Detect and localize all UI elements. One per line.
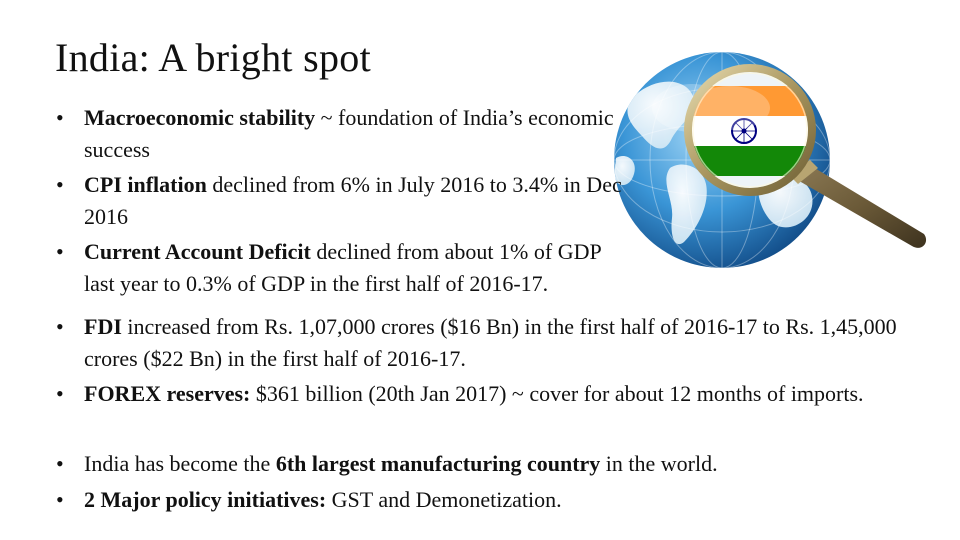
- bullet-marker: •: [56, 381, 64, 406]
- bullet-marker: •: [56, 105, 64, 130]
- bullet-current-account-deficit: • Current Account Deficit declined from a…: [56, 236, 624, 299]
- bullet-bold: Current Account Deficit: [84, 239, 311, 264]
- bullet-text: declined from 6% in July 2016 to 3.4% in…: [84, 172, 622, 229]
- bullet-text: GST and Demonetization.: [326, 487, 562, 512]
- bullet-text: increased from Rs. 1,07,000 crores ($16 …: [84, 314, 897, 371]
- bullet-text: ~ foundation of India’s economic success: [84, 105, 614, 162]
- bullet-bold: Macroeconomic stability: [84, 105, 316, 130]
- globe-magnifier-india-flag-icon: [614, 52, 927, 268]
- bullet-marker: •: [56, 487, 64, 512]
- bullet-text: declined from about 1% of GDP last year …: [84, 239, 601, 296]
- bullet-bold: FOREX reserves:: [84, 381, 251, 406]
- bullet-bold: 2 Major policy initiatives:: [84, 487, 327, 512]
- bullet-manufacturing: • India has become the 6th largest manufa…: [56, 448, 944, 480]
- bullet-cpi-inflation: • CPI inflation declined from 6% in July …: [56, 169, 644, 232]
- bullet-text: in the world.: [600, 451, 718, 476]
- bullet-marker: •: [56, 451, 64, 476]
- bullet-fdi: • FDI increased from Rs. 1,07,000 crores …: [56, 311, 944, 374]
- bullet-marker: •: [56, 314, 64, 339]
- bullet-bold: 6th largest manufacturing country: [275, 451, 601, 476]
- bullet-text-pre: India has become the: [84, 451, 276, 476]
- bullet-forex-reserves: • FOREX reserves: $361 billion (20th Jan …: [56, 378, 944, 410]
- bullet-marker: •: [56, 172, 64, 197]
- slide-title: India: A bright spot: [55, 35, 371, 80]
- bullet-bold: FDI: [84, 314, 122, 339]
- bullet-marker: •: [56, 239, 64, 264]
- bullet-macroeconomic-stability: • Macroeconomic stability ~ foundation of…: [56, 102, 644, 165]
- bullet-bold: CPI inflation: [84, 172, 207, 197]
- bullet-text: $361 billion (20th Jan 2017) ~ cover for…: [250, 381, 864, 406]
- bullet-policy-initiatives: • 2 Major policy initiatives: GST and Dem…: [56, 484, 944, 516]
